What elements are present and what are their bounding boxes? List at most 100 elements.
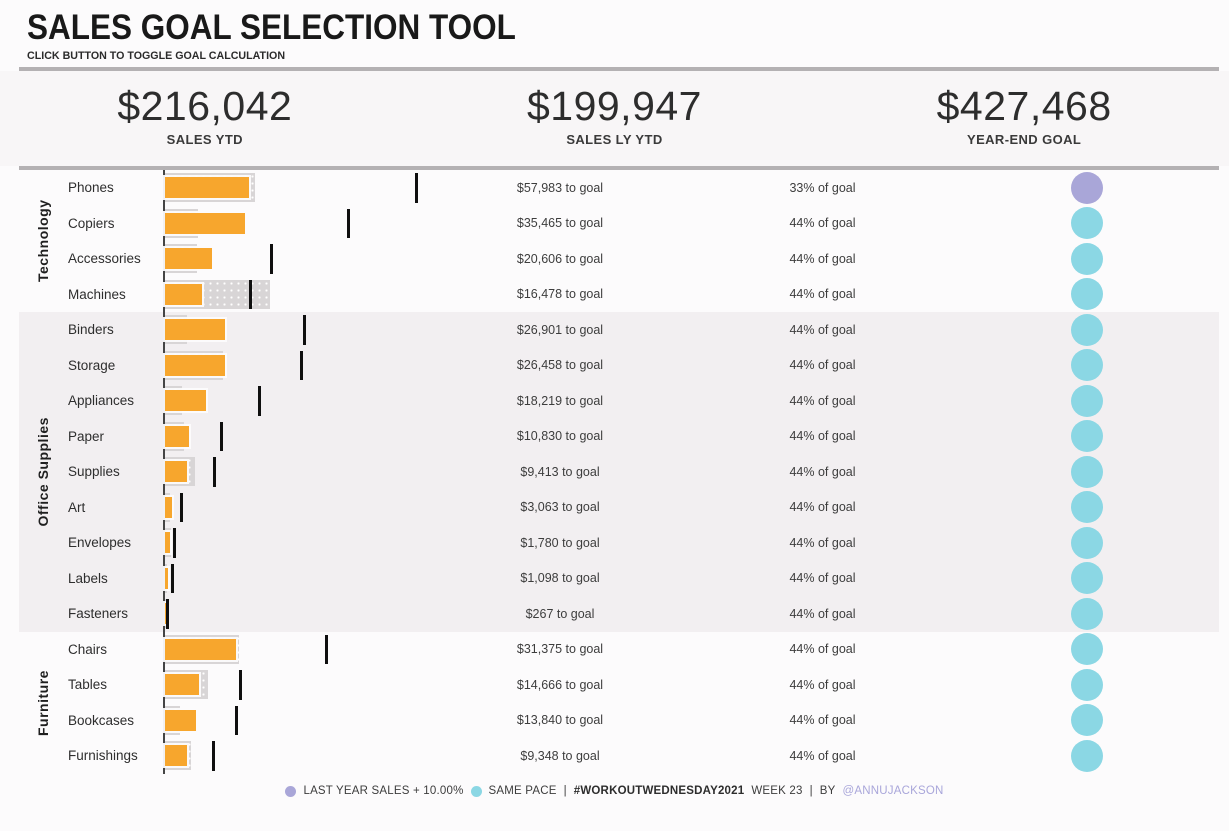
- page-subtitle: CLICK BUTTON TO TOGGLE GOAL CALCULATION: [27, 50, 286, 62]
- subcategory-label: Accessories: [68, 251, 141, 267]
- goal-toggle-button[interactable]: [1071, 207, 1103, 240]
- goal-toggle-button[interactable]: [1071, 171, 1103, 204]
- subcategory-label: Paper: [68, 428, 105, 444]
- kpi-label: SALES YTD: [166, 132, 243, 148]
- goal-toggle-button[interactable]: [1071, 384, 1103, 417]
- subcategory-label: Fasteners: [68, 606, 129, 622]
- goal-toggle-button[interactable]: [1071, 420, 1103, 453]
- amount-to-goal: $10,830 to goal: [516, 429, 604, 444]
- legend-dot-last-year-plus-10-icon: [285, 785, 297, 797]
- goal-tick: [249, 279, 252, 309]
- goal-tick: [171, 563, 174, 593]
- credit-author-link[interactable]: @ANNUJACKSON: [842, 785, 944, 797]
- subcategory-label: Labels: [68, 570, 108, 586]
- amount-to-goal: $26,458 to goal: [516, 358, 604, 373]
- subcategory-label: Envelopes: [68, 535, 132, 551]
- sales-ytd-bar: [165, 709, 196, 731]
- goal-toggle-button[interactable]: [1071, 668, 1103, 701]
- legend-dot-same-pace-icon: [470, 785, 482, 797]
- row-binders: Binders $26,901 to goal 44% of goal: [0, 312, 1229, 348]
- kpi-value: $427,468: [936, 83, 1112, 129]
- goal-tick: [173, 528, 176, 558]
- amount-to-goal: $9,348 to goal: [520, 748, 600, 763]
- category-band-office-supplies: Office Supplies Binders $26,901 to goal 44%…: [0, 312, 1229, 632]
- goal-toggle-button[interactable]: [1071, 704, 1103, 737]
- header-divider: [19, 67, 1219, 71]
- category-band-technology: Technology Phones $57,983 to goal 33% of go…: [0, 170, 1229, 312]
- amount-to-goal: $9,413 to goal: [520, 464, 600, 479]
- sales-ytd-bar: [165, 390, 206, 412]
- pct-of-goal: 44% of goal: [789, 251, 856, 266]
- sales-ytd-bar: [165, 177, 249, 199]
- row-envelopes: Envelopes $1,780 to goal 44% of goal: [0, 525, 1229, 561]
- goal-tick: [300, 350, 303, 380]
- subcategory-label: Appliances: [68, 393, 135, 409]
- goal-tick: [303, 315, 306, 345]
- goal-toggle-button[interactable]: [1071, 242, 1103, 275]
- sales-ytd-bar: [165, 283, 202, 305]
- amount-to-goal: $20,606 to goal: [516, 251, 604, 266]
- amount-to-goal: $31,375 to goal: [516, 642, 604, 657]
- goal-toggle-button[interactable]: [1071, 739, 1103, 772]
- goal-toggle-button[interactable]: [1071, 633, 1103, 666]
- row-chairs: Chairs $31,375 to goal 44% of goal: [0, 632, 1229, 668]
- goal-tick: [258, 386, 261, 416]
- pct-of-goal: 44% of goal: [789, 393, 856, 408]
- sales-ytd-bar: [165, 603, 167, 625]
- sales-ytd-bar: [165, 248, 212, 270]
- kpi-sales-ly-ytd: $199,947 SALES LY YTD: [410, 71, 820, 166]
- legend-label-last-year-plus-10: LAST YEAR SALES + 10.00%: [303, 785, 464, 797]
- sales-ytd-bar: [165, 319, 225, 341]
- sales-ytd-bar: [165, 567, 168, 589]
- goal-tick: [235, 705, 238, 735]
- row-storage: Storage $26,458 to goal 44% of goal: [0, 348, 1229, 384]
- pct-of-goal: 44% of goal: [789, 642, 856, 657]
- goal-tick: [213, 457, 216, 487]
- amount-to-goal: $18,219 to goal: [516, 393, 604, 408]
- pct-of-goal: 44% of goal: [789, 571, 856, 586]
- pct-of-goal: 44% of goal: [789, 500, 856, 515]
- subcategory-label: Bookcases: [68, 712, 135, 728]
- pct-of-goal: 44% of goal: [789, 748, 856, 763]
- goal-table: Technology Phones $57,983 to goal 33% of go…: [0, 170, 1229, 774]
- legend-separator: |: [563, 785, 567, 797]
- row-copiers: Copiers $35,465 to goal 44% of goal: [0, 206, 1229, 242]
- pct-of-goal: 44% of goal: [789, 464, 856, 479]
- subcategory-label: Supplies: [68, 464, 120, 480]
- pct-of-goal: 44% of goal: [789, 606, 856, 621]
- pct-of-goal: 44% of goal: [789, 677, 856, 692]
- kpi-value: $216,042: [117, 83, 293, 129]
- kpi-label: SALES LY YTD: [566, 132, 663, 148]
- pct-of-goal: 44% of goal: [789, 358, 856, 373]
- goal-toggle-button[interactable]: [1071, 455, 1103, 488]
- pct-of-goal: 33% of goal: [789, 180, 856, 195]
- subcategory-label: Machines: [68, 286, 126, 302]
- amount-to-goal: $57,983 to goal: [516, 180, 604, 195]
- row-art: Art $3,063 to goal 44% of goal: [0, 490, 1229, 526]
- goal-toggle-button[interactable]: [1071, 597, 1103, 630]
- credit-by: BY: [819, 785, 836, 797]
- sales-ytd-bar: [165, 674, 199, 696]
- pct-of-goal: 44% of goal: [789, 535, 856, 550]
- goal-toggle-button[interactable]: [1071, 526, 1103, 559]
- goal-tick: [347, 208, 350, 238]
- sales-ytd-bar: [165, 425, 189, 447]
- goal-toggle-button[interactable]: [1071, 349, 1103, 382]
- subcategory-label: Chairs: [68, 641, 108, 657]
- row-accessories: Accessories $20,606 to goal 44% of goal: [0, 241, 1229, 277]
- pct-of-goal: 44% of goal: [789, 216, 856, 231]
- goal-toggle-button[interactable]: [1071, 562, 1103, 595]
- kpi-label: YEAR-END GOAL: [967, 132, 1082, 148]
- goal-tick: [166, 599, 169, 629]
- goal-tick: [325, 634, 328, 664]
- goal-toggle-button[interactable]: [1071, 313, 1103, 346]
- sales-ytd-bar: [165, 745, 187, 767]
- kpi-year-end-goal: $427,468 YEAR-END GOAL: [819, 71, 1229, 166]
- amount-to-goal: $35,465 to goal: [516, 216, 604, 231]
- goal-toggle-button[interactable]: [1071, 278, 1103, 311]
- kpi-divider: [19, 166, 1219, 170]
- subcategory-label: Copiers: [68, 215, 115, 231]
- goal-toggle-button[interactable]: [1071, 491, 1103, 524]
- subcategory-label: Phones: [68, 180, 114, 196]
- goal-tick: [220, 421, 223, 451]
